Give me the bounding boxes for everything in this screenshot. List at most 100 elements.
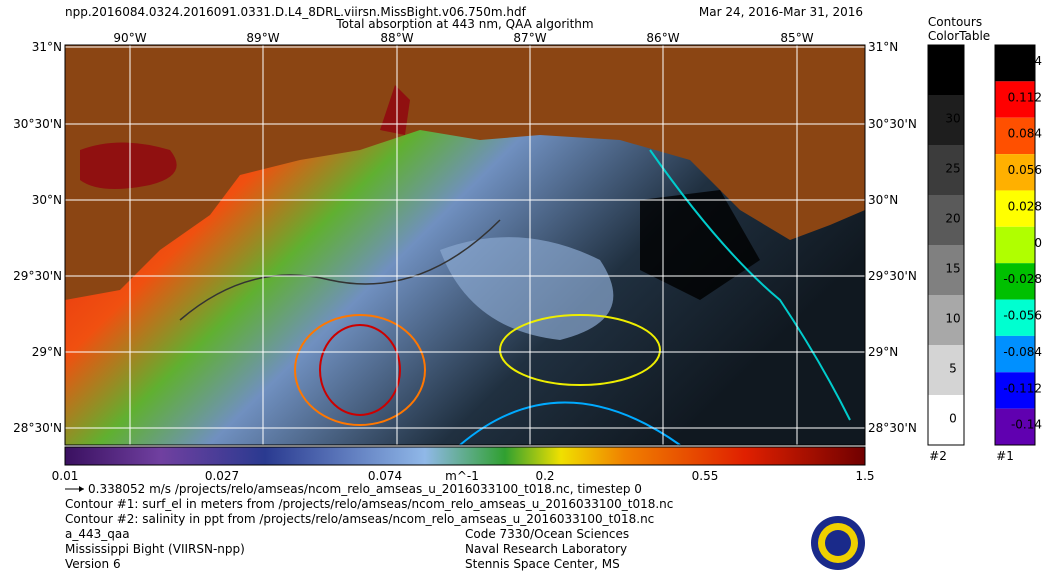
contour1-swatch bbox=[995, 408, 1035, 445]
contour1-swatch bbox=[995, 117, 1035, 155]
latitude-label: 31°N bbox=[868, 40, 898, 54]
latitude-label: 29°N bbox=[32, 345, 62, 359]
contour1-label: 0.112 bbox=[1008, 90, 1042, 104]
graticule: 90°W 89°W 88°W 87°W 86°W 85°W 31°N 31°N 30°30'N 3… bbox=[13, 31, 917, 445]
contour-legends: 35 30 25 20 15 10 5 0 0.14 0.112 0.084 0.056 0.028 0 -… bbox=[927, 44, 1042, 446]
colorbar-labels: 0.01 0.027 0.074 m^-1 0.2 0.55 1.5 bbox=[52, 469, 875, 483]
longitude-label: 86°W bbox=[646, 31, 679, 45]
colorbar-label: 0.027 bbox=[205, 469, 239, 483]
contour2-label: 15 bbox=[945, 262, 960, 276]
latitude-label: 29°N bbox=[868, 345, 898, 359]
contour2-label: 25 bbox=[945, 162, 960, 176]
contour2-swatch bbox=[928, 245, 964, 295]
logo bbox=[811, 516, 865, 570]
latitude-label: 28°30'N bbox=[868, 421, 917, 435]
contour2-label: 35 bbox=[945, 62, 960, 76]
longitude-label: 87°W bbox=[513, 31, 546, 45]
legend-id: #1 bbox=[996, 449, 1014, 463]
contour2-swatch bbox=[928, 195, 964, 245]
subtitle: Total absorption at 443 nm, QAA algorith… bbox=[335, 17, 593, 31]
latitude-label: 28°30'N bbox=[13, 421, 62, 435]
footer-line: Code 7330/Ocean Sciences bbox=[465, 527, 629, 541]
legend-id: #2 bbox=[929, 449, 947, 463]
footer-line: Naval Research Laboratory bbox=[465, 542, 627, 556]
legend-title: Contours bbox=[928, 15, 982, 29]
colorbar-label: 1.5 bbox=[855, 469, 874, 483]
contour1-label: -0.028 bbox=[1003, 272, 1042, 286]
lake bbox=[80, 142, 177, 189]
date-range: Mar 24, 2016-Mar 31, 2016 bbox=[699, 5, 863, 19]
footer-line: Mississippi Bight (VIIRSN-npp) bbox=[65, 542, 245, 556]
longitude-label: 88°W bbox=[380, 31, 413, 45]
latitude-label: 29°30'N bbox=[868, 269, 917, 283]
contour2-swatch bbox=[928, 345, 964, 395]
contour1-swatch bbox=[995, 226, 1035, 264]
footer-line: Stennis Space Center, MS bbox=[465, 557, 620, 571]
colorbar-label: m^-1 bbox=[445, 469, 479, 483]
contour2-frame bbox=[927, 44, 965, 446]
contour bbox=[459, 401, 681, 446]
contour bbox=[319, 324, 401, 416]
contour1-swatch bbox=[995, 81, 1035, 118]
footer-line: Contour #2: salinity in ppt from /projec… bbox=[65, 512, 654, 526]
footer-line: Contour #1: surf_el in meters from /proj… bbox=[65, 497, 673, 511]
map: 90°W 89°W 88°W 87°W 86°W 85°W 31°N 31°N 30°30'N 3… bbox=[13, 31, 917, 446]
longitude-label: 85°W bbox=[780, 31, 813, 45]
footer-line: 0.338052 m/s /projects/relo/amseas/ncom_… bbox=[88, 482, 642, 496]
contour1-swatch bbox=[995, 335, 1035, 373]
contour1-label: -0.084 bbox=[1003, 345, 1042, 359]
contour1-label: -0.112 bbox=[1003, 381, 1042, 395]
contour2-label: 10 bbox=[945, 312, 960, 326]
contour1-label: -0.14 bbox=[1011, 418, 1042, 432]
bay bbox=[380, 85, 410, 135]
contour1-frame bbox=[994, 44, 1036, 446]
contour2-label: 5 bbox=[949, 362, 957, 376]
contour1-swatch bbox=[995, 190, 1035, 227]
colorbar-label: 0.2 bbox=[535, 469, 554, 483]
dark-patch bbox=[640, 190, 760, 300]
footer-line: a_443_qaa bbox=[65, 527, 130, 541]
contour1-swatch bbox=[995, 154, 1035, 191]
contour1-label: 0.028 bbox=[1008, 199, 1042, 213]
footer-line: Version 6 bbox=[65, 557, 121, 571]
latitude-label: 30°N bbox=[32, 193, 62, 207]
contour bbox=[179, 219, 501, 321]
contour bbox=[294, 314, 426, 426]
latitude-label: 31°N bbox=[32, 40, 62, 54]
map-frame bbox=[64, 44, 866, 446]
contour2-swatch bbox=[928, 95, 964, 145]
colorbar bbox=[64, 446, 866, 466]
contour1-label: 0 bbox=[1034, 236, 1042, 250]
contour bbox=[649, 149, 851, 421]
longitude-label: 89°W bbox=[246, 31, 279, 45]
latitude-label: 30°30'N bbox=[868, 117, 917, 131]
colorbar-label: 0.01 bbox=[52, 469, 79, 483]
contour1-swatch bbox=[995, 299, 1035, 336]
latitude-label: 30°30'N bbox=[13, 117, 62, 131]
contour1-swatch bbox=[995, 263, 1035, 300]
contour2-swatch bbox=[928, 45, 964, 95]
colorbar-label: 0.074 bbox=[368, 469, 402, 483]
contour2-swatch bbox=[928, 145, 964, 195]
latitude-label: 30°N bbox=[868, 193, 898, 207]
colorbar-label: 0.55 bbox=[692, 469, 719, 483]
contour1-label: 0.056 bbox=[1008, 163, 1042, 177]
contour1-label: -0.056 bbox=[1003, 309, 1042, 323]
contour2-swatch bbox=[928, 395, 964, 445]
footer: 0.338052 m/s /projects/relo/amseas/ncom_… bbox=[65, 482, 673, 571]
filename: npp.2016084.0324.2016091.0331.D.L4_8DRL.… bbox=[65, 5, 527, 19]
longitude-label: 90°W bbox=[113, 31, 146, 45]
contour bbox=[499, 314, 661, 386]
latitude-label: 29°30'N bbox=[13, 269, 62, 283]
contour1-swatch bbox=[995, 372, 1035, 409]
contour2-label: 30 bbox=[945, 112, 960, 126]
contour1-label: 0.084 bbox=[1008, 127, 1042, 141]
contour2-label: 0 bbox=[949, 412, 957, 426]
contour1-swatch bbox=[995, 45, 1035, 82]
legend-title: ColorTable bbox=[928, 29, 990, 43]
vector-arrowhead bbox=[79, 486, 84, 492]
contour2-label: 20 bbox=[945, 212, 960, 226]
contour1-label: 0.14 bbox=[1015, 54, 1042, 68]
contour2-swatch bbox=[928, 295, 964, 345]
